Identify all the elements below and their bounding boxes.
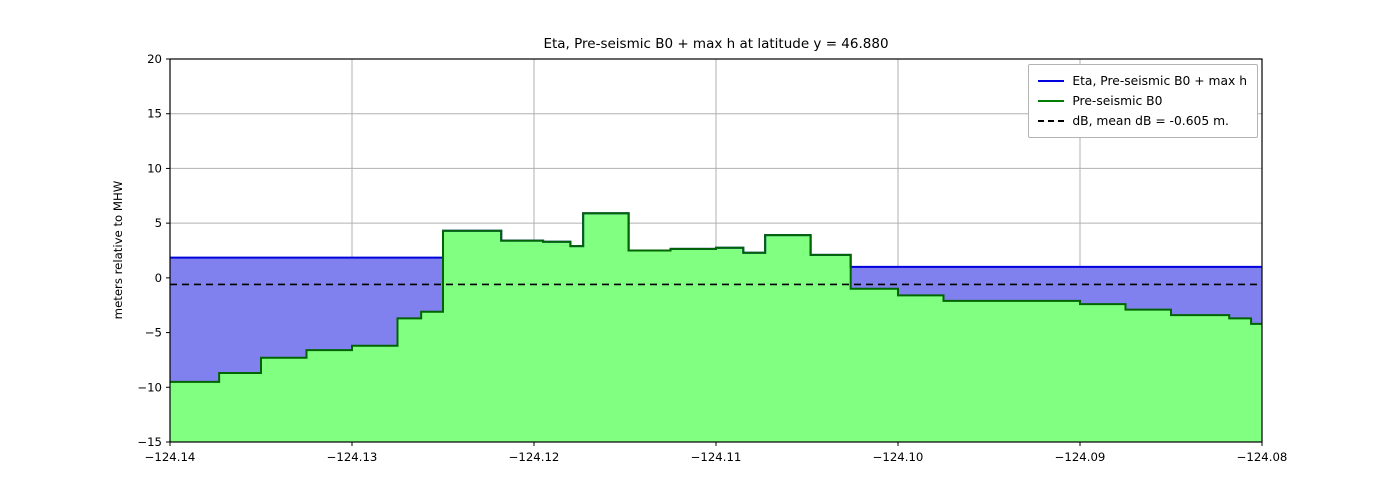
- legend-label: dB, mean dB = -0.605 m.: [1072, 114, 1229, 128]
- legend-label: Pre-seismic B0: [1072, 94, 1163, 108]
- legend-entry: dB, mean dB = -0.605 m.: [1038, 111, 1247, 131]
- x-tick-label: −124.11: [691, 450, 742, 464]
- x-tick-label: −124.08: [1237, 450, 1288, 464]
- x-tick-label: −124.10: [873, 450, 924, 464]
- y-tick-label: 15: [147, 107, 162, 121]
- y-tick-label: −15: [137, 435, 162, 449]
- y-tick-label: 10: [147, 161, 162, 175]
- y-tick-label: −10: [137, 380, 162, 394]
- legend-line-swatch-icon: [1038, 80, 1065, 82]
- legend-line-swatch-icon: [1038, 100, 1065, 102]
- x-tick-label: −124.09: [1055, 450, 1106, 464]
- x-tick-label: −124.13: [327, 450, 378, 464]
- y-tick-label: 0: [155, 271, 162, 285]
- x-tick-label: −124.14: [145, 450, 196, 464]
- legend-entry: Pre-seismic B0: [1038, 91, 1247, 111]
- x-tick-label: −124.12: [509, 450, 560, 464]
- y-tick-label: 20: [147, 52, 162, 66]
- y-tick-label: 5: [155, 216, 162, 230]
- chart-title: Eta, Pre-seismic B0 + max h at latitude …: [543, 36, 889, 52]
- b0-line: [170, 212, 1262, 383]
- y-tick-label: −5: [145, 326, 162, 340]
- legend-line-swatch-icon: [1038, 120, 1065, 122]
- legend-label: Eta, Pre-seismic B0 + max h: [1072, 74, 1247, 88]
- legend-entry: Eta, Pre-seismic B0 + max h: [1038, 71, 1247, 91]
- legend: Eta, Pre-seismic B0 + max h Pre-seismic B…: [1028, 64, 1258, 138]
